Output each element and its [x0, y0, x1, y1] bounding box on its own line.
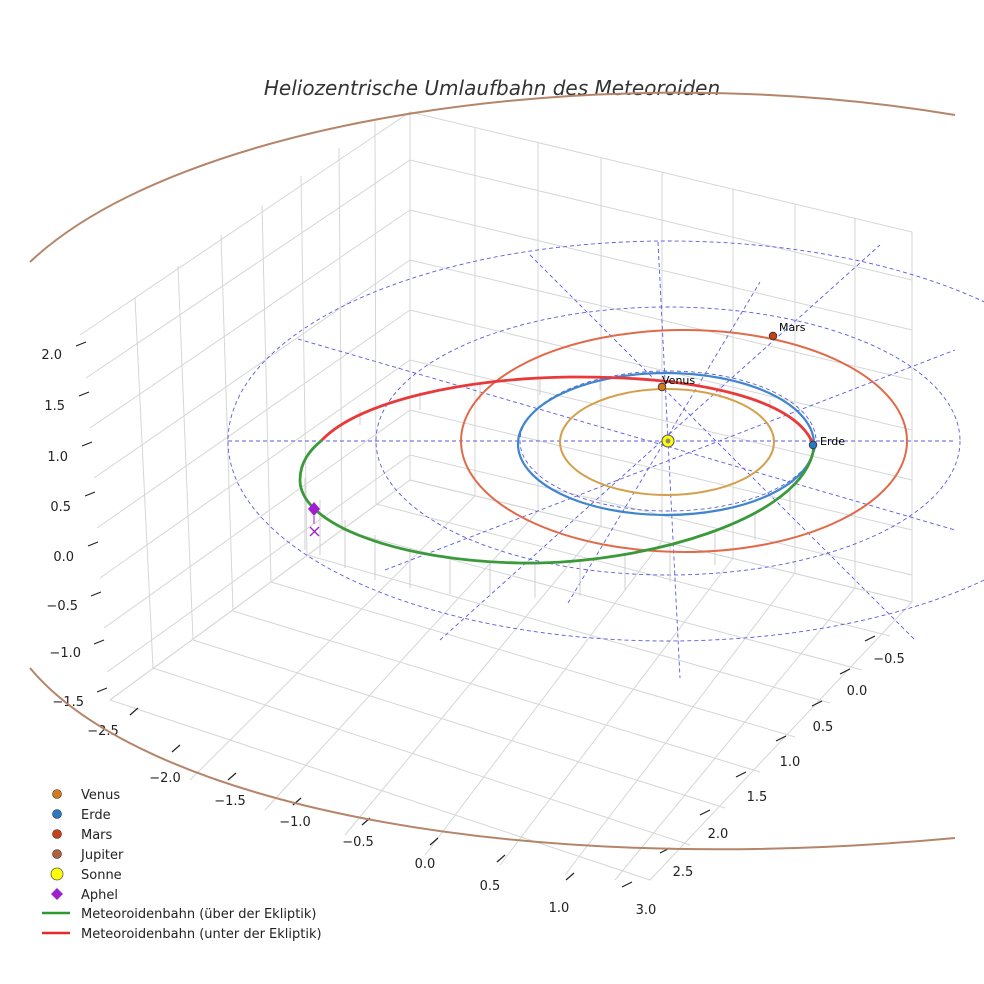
ref-circle-middle: [375, 306, 961, 576]
y-axis-tick-label: 2.5: [673, 865, 694, 880]
z-axis-ticks: 2.0 1.5 1.0 0.5 0.0 −0.5 −1.0 −1.5: [41, 348, 84, 710]
x-axis-tick-label: −2.5: [87, 724, 119, 739]
legend: Venus Erde Mars Jupiter Sonne Aphel Mete…: [42, 788, 322, 942]
x-axis-tick-label: 0.5: [480, 879, 501, 894]
venus-marker: [657, 382, 667, 392]
legend-earth-label: Erde: [81, 808, 111, 823]
x-axis-tick-label: −1.5: [214, 794, 246, 809]
legend-above-label: Meteoroidenbahn (über der Ekliptik): [81, 907, 317, 922]
y-axis-tick-label: 3.0: [636, 903, 657, 918]
z-axis-tick-label: −1.0: [49, 646, 81, 661]
z-axis-tick-label: 0.5: [50, 500, 71, 515]
legend-venus-swatch: [52, 789, 62, 799]
sun-marker: [661, 434, 675, 448]
z-axis-tick-label: 1.0: [47, 450, 68, 465]
ecliptic-reference-grid: [227, 240, 984, 679]
legend-aphel-swatch: [51, 888, 63, 900]
legend-jupiter-swatch: [52, 849, 62, 859]
legend-sun-swatch: [50, 867, 64, 881]
x-axis-tick-label: 0.0: [415, 857, 436, 872]
x-axis-tick-label: 1.0: [549, 901, 570, 916]
legend-mars-swatch: [52, 829, 62, 839]
z-axis-tick-label: −1.5: [52, 695, 84, 710]
venus-orbit: [559, 388, 775, 496]
y-axis-ticks: −0.5 0.0 0.5 1.0 1.5 2.0 2.5 3.0: [636, 652, 905, 918]
legend-below-label: Meteoroidenbahn (unter der Ekliptik): [81, 927, 322, 942]
legend-jupiter-label: Jupiter: [80, 848, 124, 863]
axis-tick-marks: [75, 341, 876, 888]
ref-circle-outer: [227, 240, 984, 642]
y-axis-tick-label: −0.5: [873, 652, 905, 667]
legend-earth-swatch: [52, 809, 62, 819]
legend-mars-label: Mars: [81, 828, 113, 843]
chart-title: Heliozentrische Umlaufbahn des Meteoroid…: [264, 76, 720, 100]
venus-label: Venus: [662, 374, 695, 387]
z-axis-tick-label: 0.0: [53, 550, 74, 565]
grid-left-wall: [79, 111, 411, 701]
grid-floor: [108, 479, 913, 881]
z-axis-tick-label: 1.5: [44, 399, 65, 414]
grid-back-wall: [409, 111, 913, 603]
mars-orbit: [460, 329, 908, 553]
earth-marker: [808, 440, 818, 450]
legend-sun-label: Sonne: [81, 868, 122, 883]
jupiter-orbit: [29, 91, 956, 851]
y-axis-tick-label: 0.5: [813, 720, 834, 735]
mars-marker: [768, 331, 778, 341]
x-axis-tick-label: −0.5: [342, 835, 374, 850]
aphel-marker: [308, 502, 320, 537]
z-axis-tick-label: 2.0: [41, 348, 62, 363]
y-axis-tick-label: 1.0: [780, 755, 801, 770]
meteoroid-orbit-above: [298, 438, 816, 565]
x-axis-tick-label: −2.0: [149, 771, 181, 786]
mars-label: Mars: [779, 321, 806, 334]
x-axis-tick-label: −1.0: [279, 815, 311, 830]
x-axis-ticks: −2.5 −2.0 −1.5 −1.0 −0.5 0.0 0.5 1.0: [87, 724, 569, 916]
grid: [79, 111, 913, 881]
meteoroid-orbit-below: [320, 375, 816, 448]
legend-aphel-label: Aphel: [81, 888, 118, 903]
earth-label: Erde: [820, 435, 845, 448]
z-axis-tick-label: −0.5: [46, 599, 78, 614]
y-axis-tick-label: 0.0: [847, 684, 868, 699]
y-axis-tick-label: 1.5: [747, 790, 768, 805]
y-axis-tick-label: 2.0: [708, 827, 729, 842]
legend-venus-label: Venus: [81, 788, 120, 803]
